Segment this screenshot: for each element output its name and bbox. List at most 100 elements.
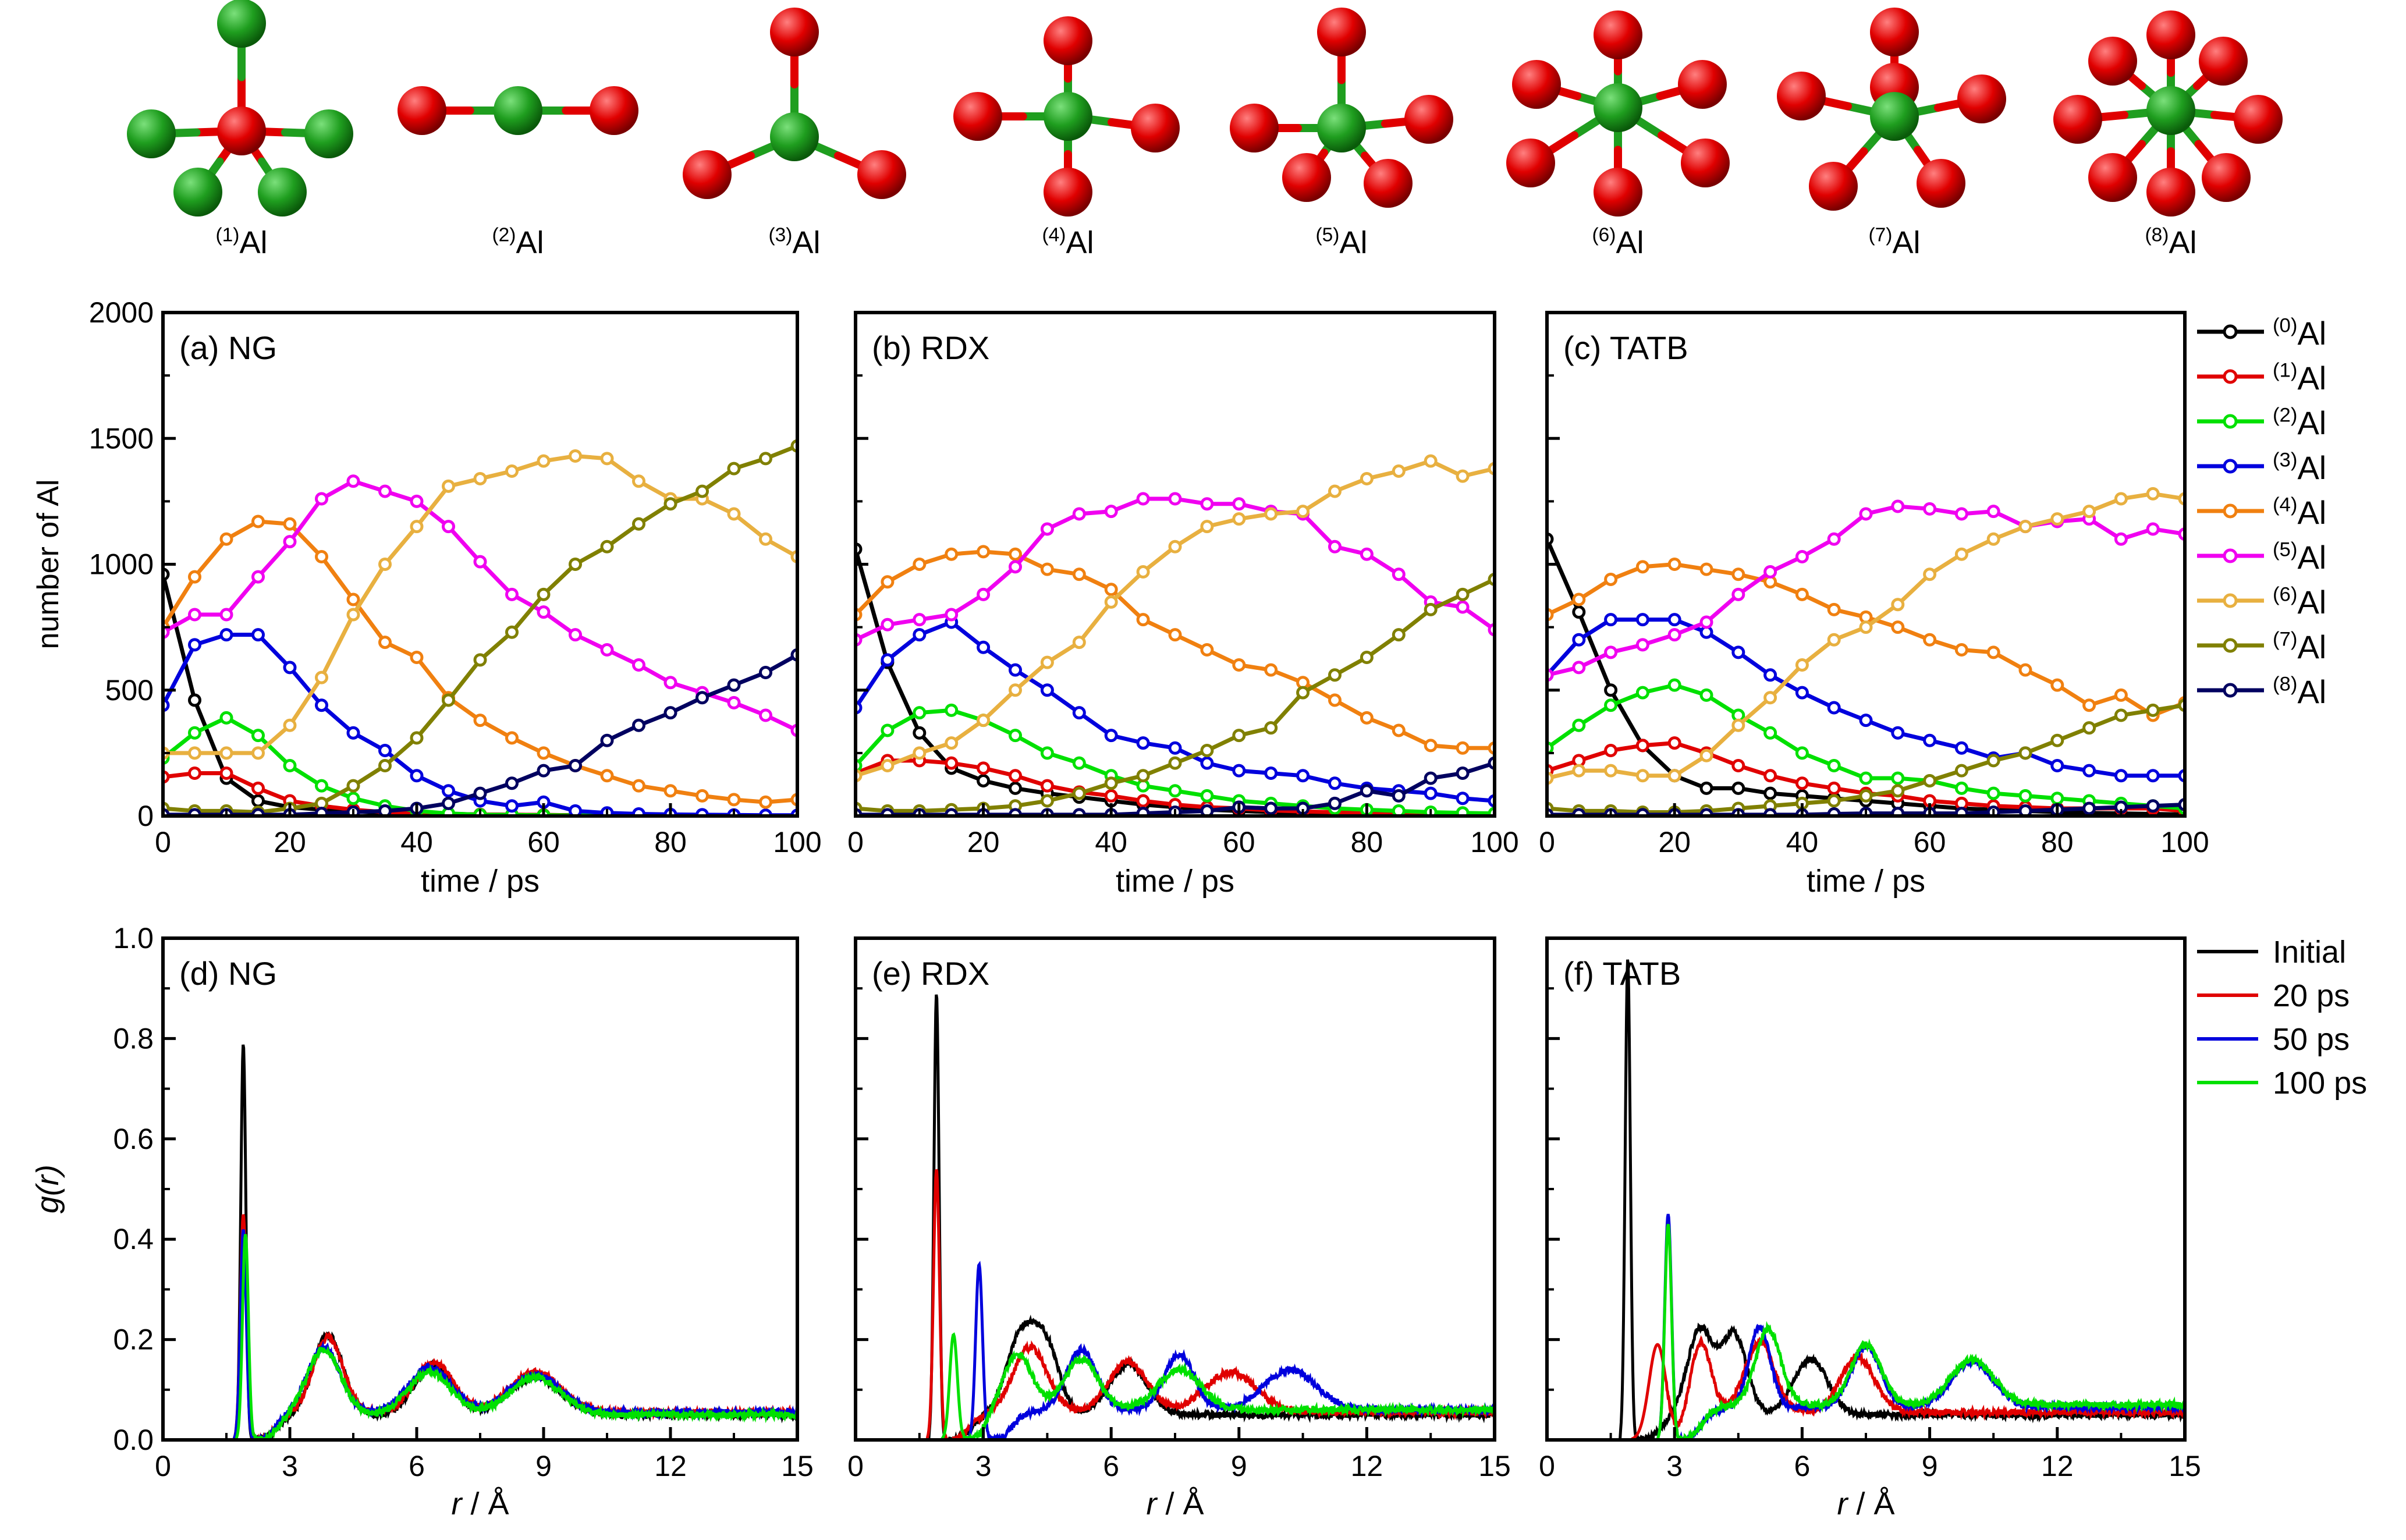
x-tick-label: 6	[1794, 1450, 1810, 1482]
data-point-7-16	[2050, 733, 2064, 747]
data-point-3-6	[1040, 683, 1054, 697]
x-tick-label: 0	[847, 826, 864, 858]
data-point-6-19	[1456, 469, 1470, 483]
rdf-curve-3	[856, 1332, 1495, 1440]
data-point-5-5	[1009, 560, 1022, 574]
data-point-1-3	[251, 781, 265, 795]
data-point-8-16	[663, 706, 677, 720]
structure-al3: (3)Al	[683, 8, 906, 260]
data-point-6-3	[945, 736, 959, 750]
ligand-atom	[304, 109, 353, 158]
data-point-3-9	[442, 784, 455, 798]
data-point-2-11	[1891, 771, 1905, 785]
data-point-7-17	[695, 484, 709, 498]
data-point-6-19	[759, 532, 772, 546]
data-point-3-18	[1424, 786, 1438, 800]
structure-label-al5: (5)Al	[1316, 224, 1368, 260]
data-point-3-13	[1264, 766, 1278, 780]
data-point-3-17	[2082, 764, 2096, 778]
data-point-2-4	[1667, 678, 1681, 692]
ligand-atom	[590, 86, 638, 135]
structure-label-al3-sup: (3)	[769, 224, 793, 246]
data-point-5-8	[410, 494, 424, 508]
legend-label: 50 ps	[2273, 1022, 2350, 1057]
legend-item-7: (7)Al	[2197, 629, 2326, 665]
structure-label-al5-sup: (5)	[1316, 224, 1340, 246]
ligand-atom	[2199, 37, 2248, 86]
data-point-7-14	[600, 540, 614, 553]
ligand-atom	[1230, 104, 1279, 152]
legend-item-6: (6)Al	[2197, 584, 2326, 620]
ligand-atom	[1044, 16, 1092, 65]
structure-label-al4: (4)Al	[1042, 224, 1094, 260]
center-atom	[770, 112, 819, 161]
legend-label-4: (4)Al	[2273, 494, 2326, 531]
data-point-3-2	[913, 628, 927, 642]
x-tick-label: 12	[654, 1450, 687, 1482]
data-point-3-13	[1954, 741, 1968, 755]
data-point-2-3	[1635, 686, 1649, 700]
data-point-6-17	[2082, 505, 2096, 519]
data-point-4-17	[1392, 723, 1406, 737]
data-point-3-5	[1009, 663, 1022, 677]
ligand-atom	[953, 92, 1002, 141]
data-point-1-2	[1604, 744, 1618, 758]
data-point-6-14	[1296, 505, 1310, 519]
x-tick-label: 12	[2041, 1450, 2074, 1482]
x-tick-label: 100	[2160, 826, 2209, 858]
data-point-3-7	[378, 744, 392, 758]
data-point-8-11	[505, 776, 519, 790]
data-point-3-18	[2114, 769, 2128, 783]
data-point-1-9	[1136, 794, 1150, 808]
data-point-6-13	[1954, 547, 1968, 561]
data-point-6-1	[1572, 764, 1586, 778]
legend-label-8: (8)Al	[2273, 673, 2326, 710]
legend-label: Initial	[2273, 935, 2346, 970]
data-point-5-11	[1891, 499, 1905, 513]
data-point-6-16	[2050, 512, 2064, 526]
data-point-4-6	[1731, 567, 1745, 581]
legend-label-1-base: Al	[2297, 360, 2326, 396]
data-point-8-11	[1200, 804, 1214, 816]
legend-marker	[2223, 459, 2238, 474]
data-point-6-4	[977, 714, 991, 728]
x-tick-label: 12	[1351, 1450, 1383, 1482]
data-point-6-9	[1827, 633, 1841, 647]
data-point-6-14	[1986, 532, 2000, 546]
data-point-5-11	[1200, 497, 1214, 511]
data-point-3-7	[1072, 706, 1086, 720]
legend-item-8: (8)Al	[2197, 673, 2326, 710]
data-point-6-13	[1264, 507, 1278, 521]
data-point-2-1	[881, 723, 895, 737]
structure-al8: (8)Al	[2053, 10, 2283, 260]
center-atom	[1594, 83, 1642, 132]
x-axis-label-rest: / Å	[1847, 1486, 1894, 1521]
data-point-2-8	[1795, 746, 1809, 760]
x-axis-label: time / ps	[1116, 864, 1234, 899]
structure-label-al6-sup: (6)	[1592, 224, 1616, 246]
data-point-6-15	[632, 474, 645, 488]
ligand-atom	[1777, 72, 1826, 120]
data-point-4-15	[632, 779, 645, 793]
data-point-7-13	[569, 558, 582, 571]
data-point-0-5	[1699, 781, 1713, 795]
data-point-3-12	[1232, 764, 1246, 778]
x-tick-label: 80	[1351, 826, 1383, 858]
data-point-6-11	[1200, 520, 1214, 534]
data-point-6-7	[1763, 691, 1777, 705]
legend-item-1: (1)Al	[2197, 360, 2326, 396]
y-tick-label: 500	[105, 674, 154, 707]
data-point-3-11	[1891, 726, 1905, 740]
data-point-2-6	[346, 792, 360, 806]
data-point-4-18	[2114, 688, 2128, 702]
structure-al1: (1)Al	[127, 0, 353, 260]
data-point-4-14	[600, 769, 614, 783]
data-point-7-7	[378, 759, 392, 772]
data-point-2-6	[1040, 746, 1054, 760]
data-point-7-8	[410, 731, 424, 745]
data-point-5-10	[1859, 507, 1873, 521]
x-axis-label: time / ps	[1807, 864, 1925, 899]
data-point-5-7	[1072, 507, 1086, 521]
data-point-3-2	[219, 628, 233, 642]
